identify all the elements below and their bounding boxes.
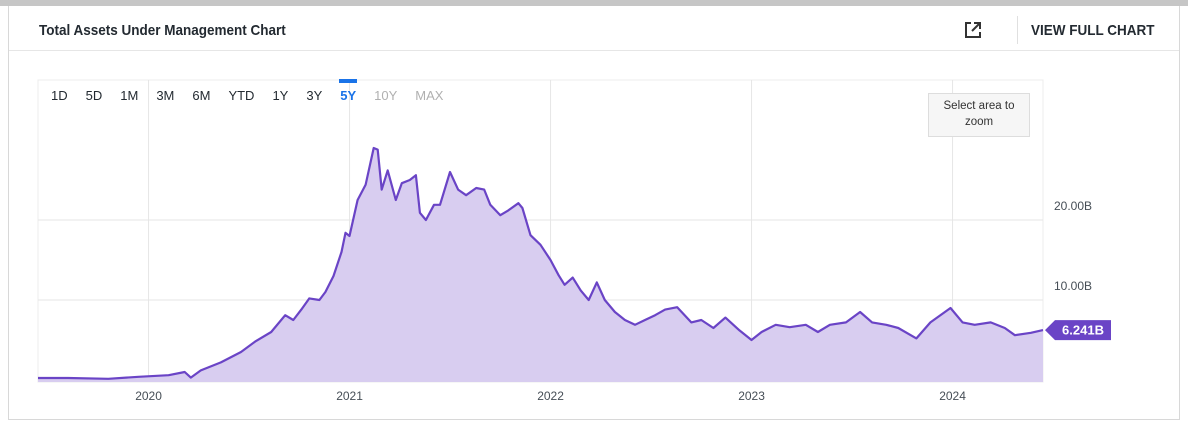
range-selector: 1D 5D 1M 3M 6M YTD 1Y 3Y 5Y 10Y MAX [42, 79, 452, 111]
separator [1017, 16, 1018, 44]
range-button[interactable]: 5D [85, 88, 103, 103]
top-bar [0, 0, 1188, 6]
external-link-icon[interactable] [963, 20, 983, 40]
range-button[interactable]: 1Y [272, 88, 289, 103]
value-tag [1045, 320, 1111, 341]
range-button[interactable]: 3Y [306, 88, 323, 103]
x-tick-label: 2023 [738, 389, 765, 403]
range-button[interactable]: 5Y [331, 79, 365, 111]
range-button[interactable]: 6M [192, 88, 211, 103]
zoom-hint: Select area to zoom [928, 93, 1030, 137]
range-button[interactable]: 1D [51, 88, 68, 103]
range-button[interactable]: 3M [156, 88, 175, 103]
view-full-chart[interactable]: VIEW FULL CHART [1031, 22, 1155, 39]
line [38, 146, 1044, 380]
y-tick-label: 10.00B [1054, 279, 1092, 293]
range-button: 10Y [374, 88, 398, 103]
range-button[interactable]: 1M [120, 88, 139, 103]
area [38, 148, 1043, 382]
y-tick-label: 20.00B [1054, 199, 1092, 213]
divider [9, 50, 1179, 51]
x-tick-label: 2020 [135, 389, 162, 403]
chart-title: Total Assets Under Management Chart [39, 22, 286, 39]
panel: Total Assets Under Management Chart VIEW… [8, 6, 1180, 420]
range-button[interactable]: YTD [228, 88, 255, 103]
x-tick-label: 2022 [537, 389, 564, 403]
x-tick-label: 2024 [939, 389, 966, 403]
range-button: MAX [415, 88, 444, 103]
x-tick-label: 2021 [336, 389, 363, 403]
value-tag-label: 6.241B [1062, 323, 1104, 338]
